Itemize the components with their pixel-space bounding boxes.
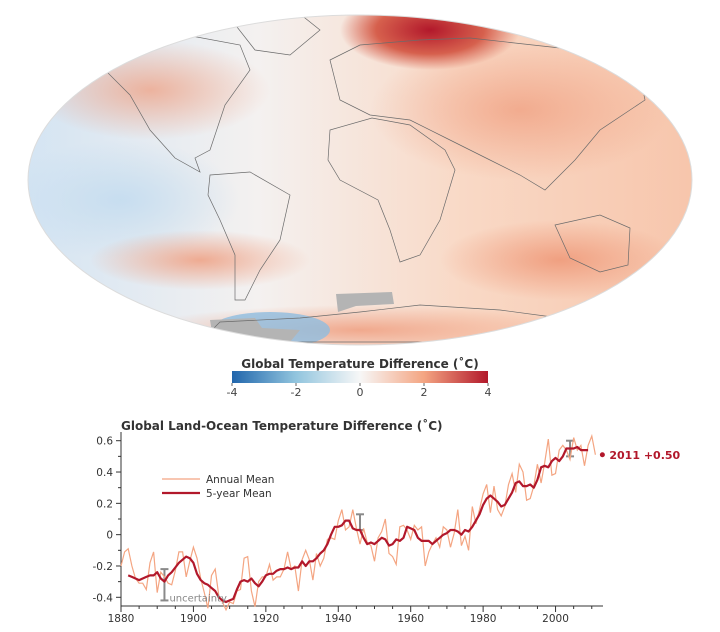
annotation-label: 2011 +0.50	[609, 449, 680, 462]
colorbar-tick-label: 4	[485, 386, 492, 399]
no-data-region	[336, 292, 394, 312]
x-tick-label: 2000	[542, 613, 569, 625]
colorbar-ticks: -4 -2 0 2 4	[227, 383, 492, 399]
y-tick-label: 0.6	[96, 436, 113, 448]
anomaly-patch	[140, 305, 580, 345]
colorbar-tick-label: -4	[227, 386, 238, 399]
annual-mean-line	[120, 433, 596, 612]
africa-outline	[327, 117, 456, 263]
greenland-outline	[229, 15, 321, 56]
colorbar-tick-label: 2	[421, 386, 428, 399]
data-points	[120, 435, 596, 610]
x-tick-label: 1980	[470, 613, 497, 625]
x-tick-label: 1960	[397, 613, 424, 625]
chart-title: Global Land-Ocean Temperature Difference…	[121, 418, 443, 433]
y-tick-label: -0.2	[93, 561, 114, 573]
anomaly-patch	[370, 40, 670, 180]
annotation-dot	[599, 452, 605, 458]
x-tick-label: 1940	[325, 613, 352, 625]
legend-label-annual: Annual Mean	[206, 474, 274, 486]
x-tick-label: 1900	[180, 613, 207, 625]
uncertainty-label: uncertainty	[169, 593, 227, 604]
australia-outline	[554, 214, 631, 273]
five-year-mean-line	[127, 445, 589, 604]
eurasia-outline	[329, 37, 646, 191]
uncertainty-bars	[160, 439, 575, 602]
globe-outline	[27, 14, 693, 346]
colorbar-title: Global Temperature Difference (˚C)	[241, 356, 478, 371]
south-america-outline	[207, 171, 291, 301]
y-tick-label: 0.4	[96, 467, 113, 479]
y-tick-label: 0.2	[96, 498, 113, 510]
arctic-warm-anomaly	[340, 15, 520, 70]
legend-label-five-year: 5-year Mean	[206, 488, 272, 500]
x-tick-label: 1920	[252, 613, 279, 625]
anomaly-patch	[90, 230, 310, 290]
chart-axes: -0.4 -0.2 0 0.2 0.4 0.6 1880 1900 1920 1940 1960 19…	[93, 432, 603, 625]
anomaly-patch	[28, 140, 240, 260]
north-america-outline	[99, 31, 251, 173]
temperature-anomaly-map	[27, 14, 693, 346]
chart-legend: Annual Mean 5-year Mean	[162, 474, 274, 500]
colorbar: Global Temperature Difference (˚C) -4 -2 0…	[227, 356, 492, 399]
colorbar-tick-label: -2	[291, 386, 302, 399]
x-tick-label: 1880	[108, 613, 135, 625]
anomaly-patch	[30, 40, 270, 140]
line-chart: Global Land-Ocean Temperature Difference…	[93, 418, 681, 625]
anomaly-patch	[440, 220, 680, 300]
colorbar-tick-label: 0	[357, 386, 364, 399]
colorbar-gradient	[232, 371, 488, 383]
y-tick-label: 0	[106, 530, 113, 542]
y-tick-label: -0.4	[93, 592, 114, 604]
